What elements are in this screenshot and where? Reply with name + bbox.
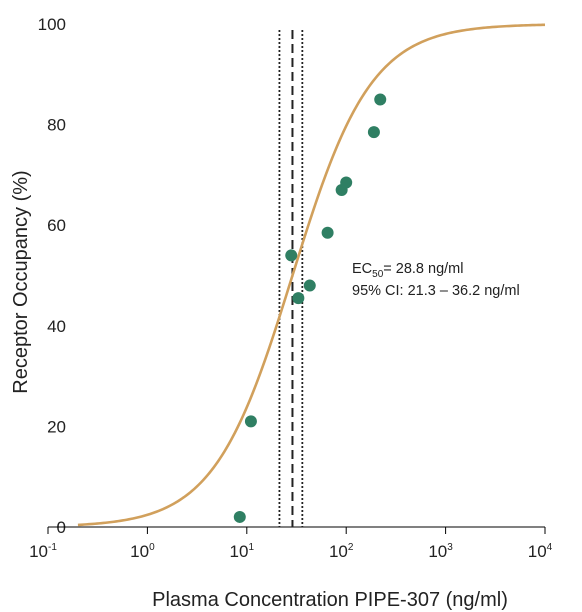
x-tick-label: 101 (230, 542, 255, 561)
x-tick-base: 10 (29, 542, 48, 561)
data-point (340, 176, 353, 189)
x-tick-exponent: 2 (348, 542, 354, 553)
x-tick-label: 103 (428, 542, 453, 561)
data-points (233, 93, 387, 523)
reference-lines (278, 30, 304, 527)
x-tick-label: 102 (329, 542, 354, 561)
y-tick-label: 40 (47, 317, 66, 336)
x-tick-exponent: 0 (149, 542, 155, 553)
x-tick-exponent: 3 (447, 542, 453, 553)
ci-text-b: 36.2 ng/ml (452, 283, 520, 299)
data-point (285, 249, 298, 262)
data-point (244, 415, 257, 428)
x-tick-label: 10-1 (29, 542, 57, 561)
y-tick-label: 60 (47, 216, 66, 235)
ec50-value: = 28.8 ng/ml (383, 261, 463, 277)
data-point (374, 93, 387, 106)
y-tick-label: 20 (47, 417, 66, 436)
ec50-label: EC (352, 261, 372, 277)
x-tick-base: 10 (528, 542, 547, 561)
y-tick-label: 100 (38, 15, 66, 34)
x-tick-label: 100 (130, 542, 155, 561)
x-tick-base: 10 (428, 542, 447, 561)
x-tick-labels: 10-1 100 101 102 103 104 (29, 527, 553, 561)
x-tick-base: 10 (230, 542, 249, 561)
data-point (303, 279, 316, 292)
data-point (233, 510, 246, 523)
ci-text-a: 95% CI: 21.3 (352, 283, 436, 299)
data-point (367, 126, 380, 139)
data-point (292, 292, 305, 305)
ci-dash: – (440, 283, 449, 299)
x-tick-exponent: -1 (48, 542, 57, 553)
ec50-subscript: 50 (372, 269, 384, 280)
y-tick-label: 80 (47, 116, 66, 135)
y-axis-title: Receptor Occupancy (%) (10, 170, 32, 393)
x-tick-exponent: 1 (248, 542, 254, 553)
x-tick-base: 10 (130, 542, 149, 561)
x-tick-exponent: 4 (547, 542, 553, 553)
x-tick-label: 104 (528, 542, 553, 561)
ec50-annotation: EC50= 28.8 ng/ml (352, 261, 463, 280)
x-tick-base: 10 (329, 542, 348, 561)
fit-curve (77, 23, 546, 527)
x-axis-title: Plasma Concentration PIPE-307 (ng/ml) (152, 589, 508, 611)
ci-annotation: 95% CI: 21.3 – 36.2 ng/ml (352, 283, 520, 299)
data-point (321, 226, 334, 239)
